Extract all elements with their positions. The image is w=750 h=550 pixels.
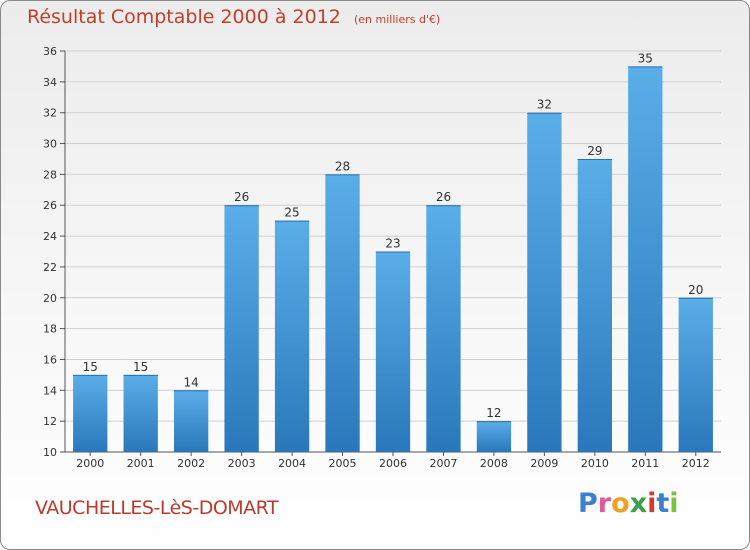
logo-letter: t	[656, 488, 670, 519]
x-tick-label: 2010	[581, 457, 609, 470]
x-tick-label: 2000	[76, 457, 104, 470]
y-tick-label: 26	[43, 199, 57, 212]
bar	[73, 374, 108, 452]
x-tick-label: 2012	[682, 457, 710, 470]
data-label: 26	[234, 190, 249, 204]
bar	[173, 390, 209, 452]
bar	[527, 112, 562, 452]
data-label: 25	[284, 206, 299, 220]
y-tick-label: 18	[43, 323, 57, 336]
y-tick-label: 22	[43, 261, 57, 274]
x-tick-label: 2009	[530, 457, 558, 470]
commune-name: VAUCHELLES-LèS-DOMART	[35, 497, 279, 519]
x-tick-label: 2002	[177, 457, 205, 470]
x-tick-label: 2004	[278, 457, 306, 470]
y-tick-label: 36	[43, 45, 57, 58]
data-labels: 15 15 14 26 25 28 23 26 12 32 29 35 20	[83, 51, 704, 420]
bars	[73, 66, 713, 452]
y-tick-label: 16	[43, 353, 57, 366]
logo-letter: P	[578, 488, 598, 519]
data-label: 20	[688, 283, 703, 297]
bar	[628, 66, 663, 452]
logo-letter: i	[669, 488, 679, 519]
bar	[476, 421, 512, 452]
x-tick-label: 2007	[429, 457, 457, 470]
data-label: 15	[83, 360, 98, 374]
data-label: 15	[133, 360, 148, 374]
x-tick-label: 2008	[480, 457, 508, 470]
chart-subtitle: (en milliers d'€)	[353, 13, 441, 26]
y-tick-label: 34	[43, 76, 57, 89]
x-tick-label: 2006	[379, 457, 407, 470]
bar	[224, 205, 259, 452]
data-label: 12	[486, 406, 501, 420]
x-tick-label: 2001	[127, 457, 155, 470]
x-tick-label: 2011	[631, 457, 659, 470]
chart-title-block: Résultat Comptable 2000 à 2012 (en milli…	[27, 6, 440, 28]
bar	[577, 158, 613, 452]
y-tick-label: 28	[43, 168, 57, 181]
logo-letter: x	[629, 488, 648, 519]
x-tick-label: 2003	[228, 457, 256, 470]
bar	[274, 220, 310, 452]
y-tick-label: 30	[43, 138, 57, 151]
bar	[375, 251, 411, 452]
y-tick-label: 20	[43, 292, 57, 305]
data-label: 23	[385, 237, 400, 251]
y-tick-label: 14	[43, 384, 57, 397]
x-tick-label: 2005	[329, 457, 357, 470]
data-label: 28	[335, 159, 350, 173]
bar	[325, 174, 360, 452]
bar	[123, 374, 158, 452]
chart-title: Résultat Comptable 2000 à 2012	[27, 6, 341, 28]
y-tick-label: 24	[43, 230, 57, 243]
proxiti-logo: Proxiti	[578, 488, 679, 519]
bar	[678, 297, 713, 452]
data-label: 29	[587, 144, 602, 158]
bar	[426, 205, 461, 452]
y-tick-label: 32	[43, 107, 57, 120]
data-label: 14	[184, 375, 199, 389]
data-label: 26	[436, 190, 451, 204]
logo-letter: o	[611, 488, 630, 519]
y-tick-label: 12	[43, 415, 57, 428]
logo-letter: r	[597, 488, 612, 519]
data-label: 35	[638, 51, 653, 65]
y-tick-label: 10	[43, 446, 57, 459]
logo-letter: i	[647, 488, 657, 519]
data-label: 32	[537, 98, 552, 112]
